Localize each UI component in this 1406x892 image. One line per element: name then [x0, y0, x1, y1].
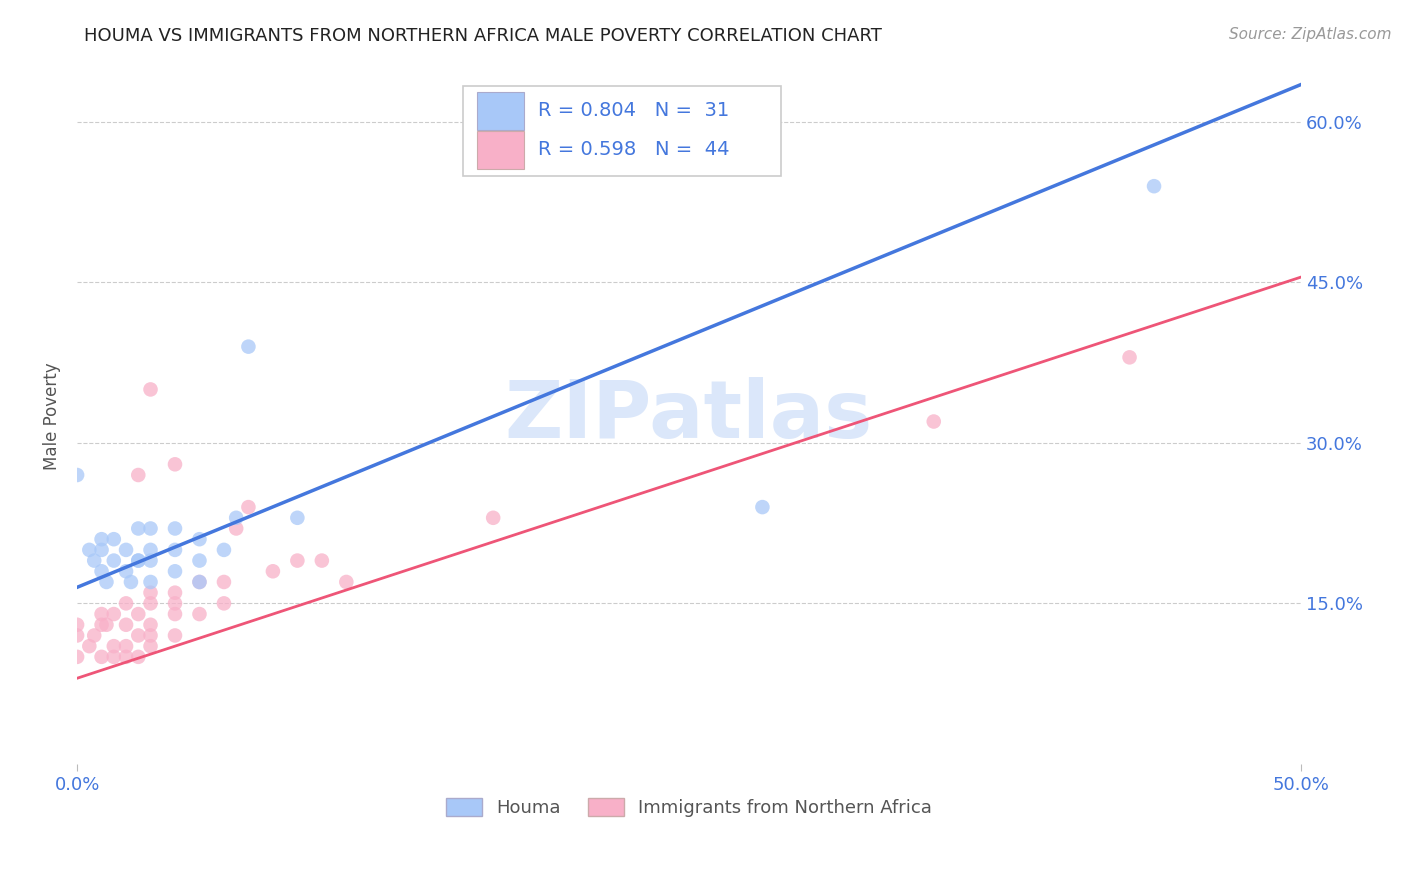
- Point: [79, 639, 101, 653]
- Point: [127, 628, 149, 642]
- Point: [482, 510, 505, 524]
- Point: [163, 542, 186, 557]
- Point: [139, 628, 162, 642]
- Point: [115, 649, 138, 664]
- FancyBboxPatch shape: [477, 131, 524, 169]
- Point: [225, 510, 247, 524]
- Point: [127, 468, 149, 483]
- Point: [139, 585, 162, 599]
- Point: [66, 628, 89, 642]
- Point: [188, 574, 211, 589]
- Point: [90, 617, 112, 632]
- Point: [115, 639, 138, 653]
- Point: [103, 607, 125, 621]
- Point: [66, 649, 89, 664]
- Point: [96, 617, 118, 632]
- Point: [115, 617, 138, 632]
- Point: [139, 521, 162, 535]
- Point: [139, 574, 162, 589]
- Point: [212, 542, 235, 557]
- Point: [103, 553, 125, 567]
- Point: [115, 564, 138, 578]
- Point: [188, 607, 211, 621]
- Text: Source: ZipAtlas.com: Source: ZipAtlas.com: [1229, 27, 1392, 42]
- Point: [238, 340, 260, 354]
- Point: [188, 532, 211, 546]
- Point: [188, 574, 211, 589]
- Point: [163, 628, 186, 642]
- FancyBboxPatch shape: [477, 92, 524, 130]
- Point: [335, 574, 357, 589]
- Point: [922, 415, 945, 429]
- Point: [103, 649, 125, 664]
- Point: [139, 617, 162, 632]
- Point: [66, 468, 89, 483]
- Point: [212, 574, 235, 589]
- Point: [163, 607, 186, 621]
- Point: [127, 649, 149, 664]
- Point: [139, 553, 162, 567]
- Point: [287, 510, 309, 524]
- Point: [103, 639, 125, 653]
- Point: [115, 596, 138, 610]
- Point: [127, 553, 149, 567]
- Text: R = 0.598   N =  44: R = 0.598 N = 44: [538, 140, 730, 160]
- FancyBboxPatch shape: [463, 86, 780, 177]
- Point: [139, 639, 162, 653]
- Point: [90, 607, 112, 621]
- Point: [163, 564, 186, 578]
- Point: [311, 553, 333, 567]
- Point: [83, 628, 105, 642]
- Point: [127, 607, 149, 621]
- Point: [139, 383, 162, 397]
- Point: [1118, 351, 1140, 365]
- Point: [238, 500, 260, 514]
- Point: [188, 553, 211, 567]
- Point: [751, 500, 773, 514]
- Point: [79, 542, 101, 557]
- Point: [83, 553, 105, 567]
- Text: R = 0.804   N =  31: R = 0.804 N = 31: [538, 102, 730, 120]
- Point: [120, 574, 142, 589]
- Legend: Houma, Immigrants from Northern Africa: Houma, Immigrants from Northern Africa: [439, 790, 939, 824]
- Point: [127, 553, 149, 567]
- Point: [139, 542, 162, 557]
- Text: ZIPatlas: ZIPatlas: [505, 377, 873, 455]
- Point: [103, 532, 125, 546]
- Point: [163, 458, 186, 472]
- Point: [96, 574, 118, 589]
- Point: [66, 617, 89, 632]
- Point: [163, 585, 186, 599]
- Point: [1143, 179, 1166, 194]
- Point: [90, 532, 112, 546]
- Text: HOUMA VS IMMIGRANTS FROM NORTHERN AFRICA MALE POVERTY CORRELATION CHART: HOUMA VS IMMIGRANTS FROM NORTHERN AFRICA…: [84, 27, 882, 45]
- Point: [90, 542, 112, 557]
- Point: [163, 596, 186, 610]
- Point: [90, 564, 112, 578]
- Point: [115, 542, 138, 557]
- Y-axis label: Male Poverty: Male Poverty: [44, 362, 60, 470]
- Point: [287, 553, 309, 567]
- Point: [163, 521, 186, 535]
- Point: [225, 521, 247, 535]
- Point: [90, 649, 112, 664]
- Point: [262, 564, 284, 578]
- Point: [212, 596, 235, 610]
- Point: [127, 521, 149, 535]
- Point: [139, 596, 162, 610]
